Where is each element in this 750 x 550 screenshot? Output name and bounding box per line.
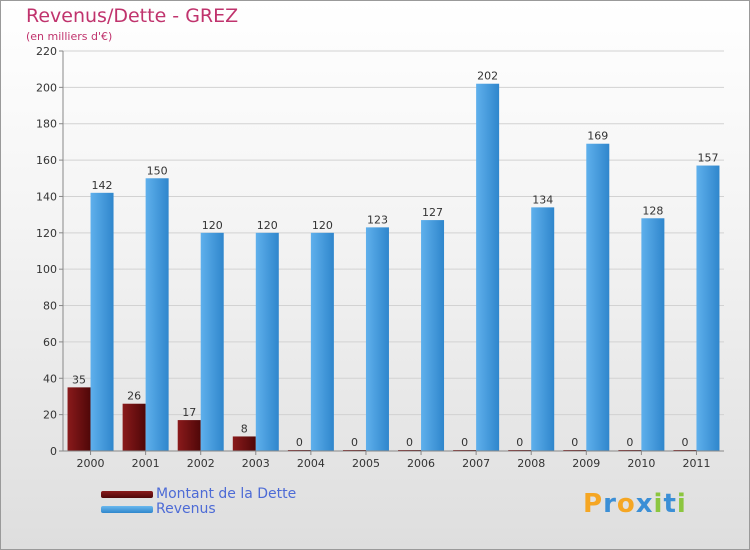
data-label-debt: 17	[182, 406, 196, 419]
x-tick-label: 2010	[627, 457, 655, 470]
bar-revenus	[531, 207, 555, 451]
data-label-revenus: 150	[147, 164, 168, 177]
data-label-revenus: 120	[202, 219, 223, 232]
bar-revenus	[641, 218, 665, 451]
data-label-revenus: 127	[422, 206, 443, 219]
bar-revenus	[255, 232, 279, 451]
logo-letter: o	[616, 489, 636, 519]
data-label-revenus: 128	[642, 204, 663, 217]
data-label-debt: 0	[571, 436, 578, 449]
x-tick-label: 2001	[132, 457, 160, 470]
bar-revenus	[365, 227, 389, 451]
y-tick-label: 200	[36, 81, 57, 94]
bar-debt	[177, 420, 201, 451]
bar-debt	[122, 403, 146, 451]
logo-letter: i	[676, 489, 687, 519]
logo-letter: i	[653, 489, 664, 519]
bar-debt	[232, 436, 256, 451]
bar-revenus	[476, 83, 500, 452]
data-label-debt: 0	[351, 436, 358, 449]
bar-debt	[67, 387, 91, 451]
data-label-debt: 0	[296, 436, 303, 449]
y-tick-label: 60	[43, 336, 57, 349]
data-label-revenus: 142	[92, 179, 113, 192]
y-tick-label: 220	[36, 45, 57, 58]
y-tick-label: 0	[50, 445, 57, 458]
x-tick-label: 2007	[462, 457, 490, 470]
data-label-debt: 0	[626, 436, 633, 449]
x-tick-label: 2011	[682, 457, 710, 470]
data-label-revenus: 157	[697, 152, 718, 165]
proxiti-logo: Proxiti	[583, 489, 687, 519]
x-tick-label: 2004	[297, 457, 325, 470]
bar-revenus	[586, 143, 610, 451]
x-tick-label: 2006	[407, 457, 435, 470]
logo-letter: P	[583, 489, 604, 519]
x-tick-label: 2008	[517, 457, 545, 470]
bar-revenus	[145, 178, 169, 452]
data-label-revenus: 120	[312, 219, 333, 232]
legend-label-debt: Montant de la Dette	[156, 486, 297, 502]
data-label-revenus: 169	[587, 130, 608, 143]
y-tick-label: 100	[36, 263, 57, 276]
data-label-revenus: 134	[532, 193, 553, 206]
data-label-revenus: 120	[257, 219, 278, 232]
y-tick-label: 80	[43, 300, 57, 313]
chart-title: Revenus/Dette - GREZ	[26, 5, 239, 27]
bar-revenus	[421, 220, 445, 451]
bar-revenus	[310, 232, 334, 451]
y-tick-label: 120	[36, 227, 57, 240]
data-label-debt: 0	[461, 436, 468, 449]
data-label-revenus: 123	[367, 213, 388, 226]
data-label-debt: 8	[241, 422, 248, 435]
data-label-debt: 26	[127, 390, 141, 403]
bar-revenus	[90, 192, 114, 451]
bar-revenus	[200, 232, 224, 451]
data-label-debt: 0	[516, 436, 523, 449]
logo-letter: t	[663, 489, 677, 519]
x-tick-label: 2000	[77, 457, 105, 470]
logo-letter: r	[603, 489, 617, 519]
x-tick-label: 2009	[572, 457, 600, 470]
y-tick-label: 180	[36, 118, 57, 131]
data-label-debt: 0	[406, 436, 413, 449]
bar-revenus	[696, 165, 720, 451]
x-tick-label: 2005	[352, 457, 380, 470]
x-tick-label: 2003	[242, 457, 270, 470]
data-label-revenus: 202	[477, 70, 498, 83]
chart-subtitle: (en milliers d'€)	[26, 30, 113, 43]
legend-swatch-revenus	[101, 506, 153, 513]
y-tick-label: 160	[36, 154, 57, 167]
legend-swatch-debt	[101, 491, 153, 498]
data-label-debt: 35	[72, 373, 86, 386]
y-tick-label: 140	[36, 190, 57, 203]
logo-letter: x	[635, 489, 654, 519]
legend-label-revenus: Revenus	[156, 501, 216, 517]
x-tick-label: 2002	[187, 457, 215, 470]
data-label-debt: 0	[681, 436, 688, 449]
y-tick-label: 20	[43, 409, 57, 422]
y-tick-label: 40	[43, 372, 57, 385]
